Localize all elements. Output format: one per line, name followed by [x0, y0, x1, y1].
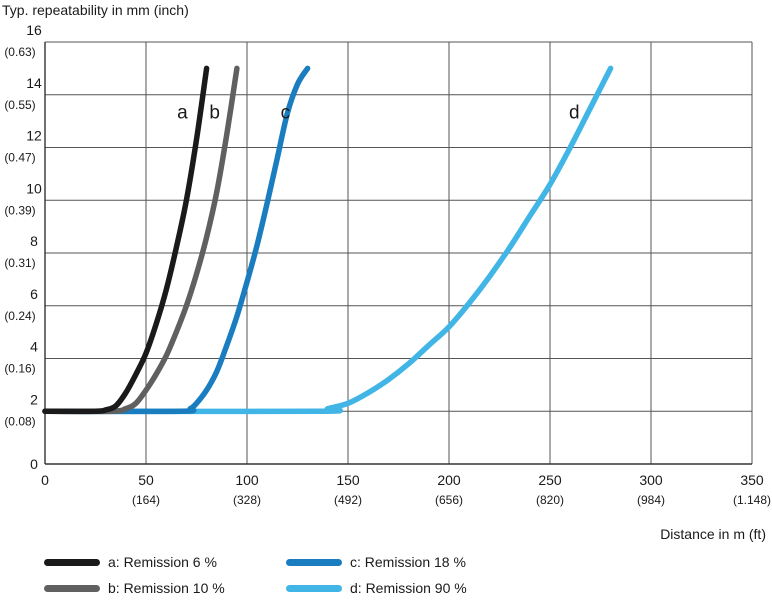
x-tick-sublabel: (164) [132, 493, 160, 507]
series-label-b: b [209, 102, 220, 123]
x-tick-label: 150 [336, 472, 360, 488]
legend-swatch-a [44, 558, 100, 566]
legend-item-d: d: Remission 90 % [286, 580, 467, 596]
legend-item-a: a: Remission 6 % [44, 554, 217, 570]
legend-label-a: a: Remission 6 % [108, 554, 217, 570]
y-tick-sublabel: (0.24) [4, 309, 35, 323]
x-tick-sublabel: (820) [536, 493, 564, 507]
y-tick-label: 2 [30, 391, 38, 407]
legend-item-b: b: Remission 10 % [44, 580, 225, 596]
y-tick-sublabel: (0.08) [4, 414, 35, 428]
y-tick-label: 14 [26, 75, 42, 91]
y-tick-label: 0 [30, 456, 38, 472]
legend: a: Remission 6 % b: Remission 10 % c: Re… [0, 548, 772, 600]
x-axis-ticks: 0 50 (164) 100 (328) 150 (492) 200 (656) 250 (820)… [41, 472, 771, 507]
y-tick-sublabel: (0.31) [4, 256, 35, 270]
y-tick-sublabel: (0.39) [4, 203, 35, 217]
series-label-c: c [281, 102, 291, 123]
series-label-d: d [569, 102, 580, 123]
x-tick-sublabel: (1.148) [733, 493, 771, 507]
legend-label-b: b: Remission 10 % [108, 580, 225, 596]
series-line-c [42, 65, 311, 415]
y-tick-sublabel: (0.47) [4, 151, 35, 165]
legend-item-c: c: Remission 18 % [286, 554, 466, 570]
x-tick-label: 250 [538, 472, 562, 488]
x-tick-sublabel: (656) [435, 493, 463, 507]
series-line-d [42, 65, 614, 415]
x-tick-label: 350 [740, 472, 764, 488]
x-tick-sublabel: (984) [637, 493, 665, 507]
y-tick-label: 8 [30, 233, 38, 249]
y-tick-label: 12 [26, 128, 42, 144]
series-line-a [42, 65, 210, 415]
x-tick-label: 50 [138, 472, 154, 488]
y-tick-sublabel: (0.55) [4, 98, 35, 112]
x-axis-title: Distance in m (ft) [660, 526, 766, 542]
y-axis-ticks: 0 2 (0.08) 4 (0.16) 6 (0.24) 8 (0.31) 10 (0.39) 12 (… [4, 22, 42, 472]
grid [44, 41, 753, 465]
legend-label-c: c: Remission 18 % [350, 554, 466, 570]
legend-swatch-d [286, 584, 342, 592]
x-tick-label: 200 [437, 472, 461, 488]
y-tick-sublabel: (0.16) [4, 362, 35, 376]
y-tick-label: 4 [30, 339, 38, 355]
legend-swatch-b [44, 584, 100, 592]
x-tick-label: 100 [235, 472, 259, 488]
y-tick-label: 6 [30, 286, 38, 302]
x-tick-label: 0 [41, 472, 49, 488]
y-tick-sublabel: (0.63) [4, 45, 35, 59]
y-tick-label: 16 [26, 22, 42, 38]
x-tick-sublabel: (492) [334, 493, 362, 507]
x-tick-sublabel: (328) [233, 493, 261, 507]
x-tick-label: 300 [639, 472, 663, 488]
y-tick-label: 10 [26, 180, 42, 196]
y-axis-title: Typ. repeatability in mm (inch) [2, 2, 189, 18]
legend-swatch-c [286, 558, 342, 566]
series-lines [42, 65, 614, 415]
repeatability-chart: 0 50(164)100(328)150(492)200(656)250(820)… [4, 22, 771, 507]
series-label-a: a [177, 102, 188, 123]
series-line-b [42, 65, 240, 415]
legend-label-d: d: Remission 90 % [350, 580, 467, 596]
